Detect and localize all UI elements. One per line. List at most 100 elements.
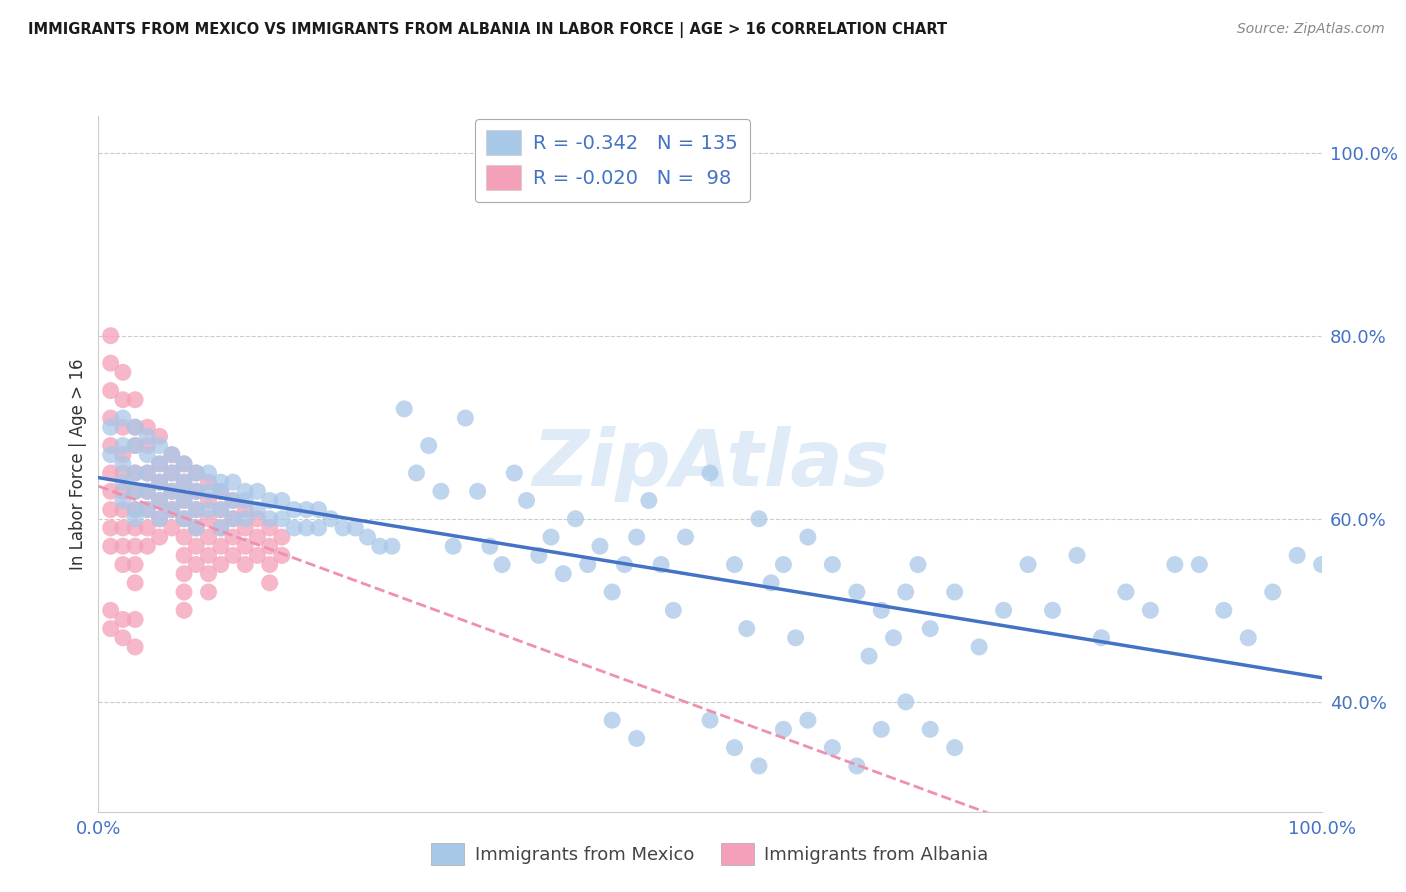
Point (173, 475, 195, 490)
Point (124, 466, 146, 480)
Point (111, 411, 134, 425)
Point (124, 438, 146, 452)
Point (344, 521, 367, 535)
Point (1066, 549, 1088, 563)
Point (209, 484, 232, 499)
Point (160, 466, 183, 480)
Point (430, 484, 453, 499)
Point (1164, 558, 1187, 572)
Point (173, 493, 195, 508)
Point (160, 484, 183, 499)
Point (149, 530, 172, 544)
Point (100, 622, 122, 636)
Point (111, 475, 134, 490)
Point (100, 603, 122, 617)
Point (308, 521, 330, 535)
Point (136, 484, 159, 499)
Point (870, 603, 893, 617)
Point (270, 512, 294, 526)
Point (870, 723, 893, 737)
Point (1139, 603, 1161, 617)
Point (1237, 631, 1260, 645)
Point (259, 575, 281, 590)
Point (540, 530, 562, 544)
Point (209, 502, 232, 516)
Point (197, 530, 219, 544)
Point (920, 622, 942, 636)
Point (100, 466, 122, 480)
Point (186, 502, 208, 516)
Point (186, 521, 208, 535)
Point (259, 512, 281, 526)
Point (100, 438, 122, 452)
Text: IMMIGRANTS FROM MEXICO VS IMMIGRANTS FROM ALBANIA IN LABOR FORCE | AGE > 16 CORR: IMMIGRANTS FROM MEXICO VS IMMIGRANTS FRO… (28, 22, 948, 38)
Point (943, 585, 966, 599)
Point (100, 328, 122, 343)
Point (111, 484, 134, 499)
Point (1286, 549, 1309, 563)
Point (894, 695, 917, 709)
Point (1212, 603, 1234, 617)
Point (527, 549, 550, 563)
Point (600, 713, 623, 727)
Point (186, 484, 208, 499)
Point (993, 603, 1015, 617)
Point (233, 502, 256, 516)
Point (186, 539, 208, 553)
Point (797, 530, 820, 544)
Point (111, 521, 134, 535)
Point (149, 438, 172, 452)
Point (111, 466, 134, 480)
Point (381, 539, 404, 553)
Point (160, 466, 183, 480)
Point (124, 612, 146, 626)
Point (222, 493, 245, 508)
Point (246, 484, 269, 499)
Point (626, 530, 648, 544)
Point (270, 530, 294, 544)
Point (209, 539, 232, 553)
Point (576, 558, 599, 572)
Point (149, 457, 172, 471)
Point (160, 502, 183, 516)
Point (454, 411, 477, 425)
Point (723, 740, 745, 755)
Point (368, 539, 391, 553)
Point (246, 502, 269, 516)
Point (491, 558, 513, 572)
Point (160, 448, 183, 462)
Point (173, 512, 195, 526)
Point (233, 493, 256, 508)
Point (186, 521, 208, 535)
Point (589, 539, 612, 553)
Point (173, 457, 195, 471)
Point (467, 484, 489, 499)
Y-axis label: In Labor Force | Age > 16: In Labor Force | Age > 16 (69, 358, 87, 570)
Point (186, 484, 208, 499)
Point (197, 585, 219, 599)
Point (845, 759, 868, 773)
Point (308, 502, 330, 516)
Point (1090, 631, 1112, 645)
Point (149, 475, 172, 490)
Point (222, 512, 245, 526)
Point (233, 512, 256, 526)
Point (785, 631, 807, 645)
Point (124, 640, 146, 654)
Point (209, 475, 232, 490)
Point (136, 466, 159, 480)
Point (136, 539, 159, 553)
Point (173, 457, 195, 471)
Point (124, 420, 146, 434)
Point (136, 466, 159, 480)
Point (149, 512, 172, 526)
Point (356, 530, 378, 544)
Point (160, 484, 183, 499)
Point (246, 549, 269, 563)
Point (111, 420, 134, 434)
Point (111, 502, 134, 516)
Point (441, 539, 464, 553)
Point (100, 411, 122, 425)
Point (392, 401, 416, 416)
Point (197, 549, 219, 563)
